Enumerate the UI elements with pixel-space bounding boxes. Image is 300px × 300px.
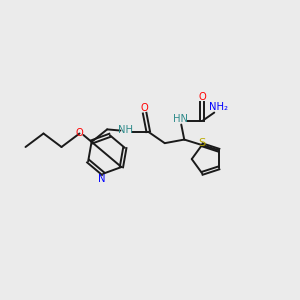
Text: HN: HN xyxy=(173,114,188,124)
Text: O: O xyxy=(198,92,206,102)
Text: NH: NH xyxy=(118,125,133,135)
Text: S: S xyxy=(198,138,205,148)
Text: NH₂: NH₂ xyxy=(209,102,228,112)
Text: O: O xyxy=(76,128,83,139)
Text: O: O xyxy=(141,103,148,113)
Text: N: N xyxy=(98,174,106,184)
